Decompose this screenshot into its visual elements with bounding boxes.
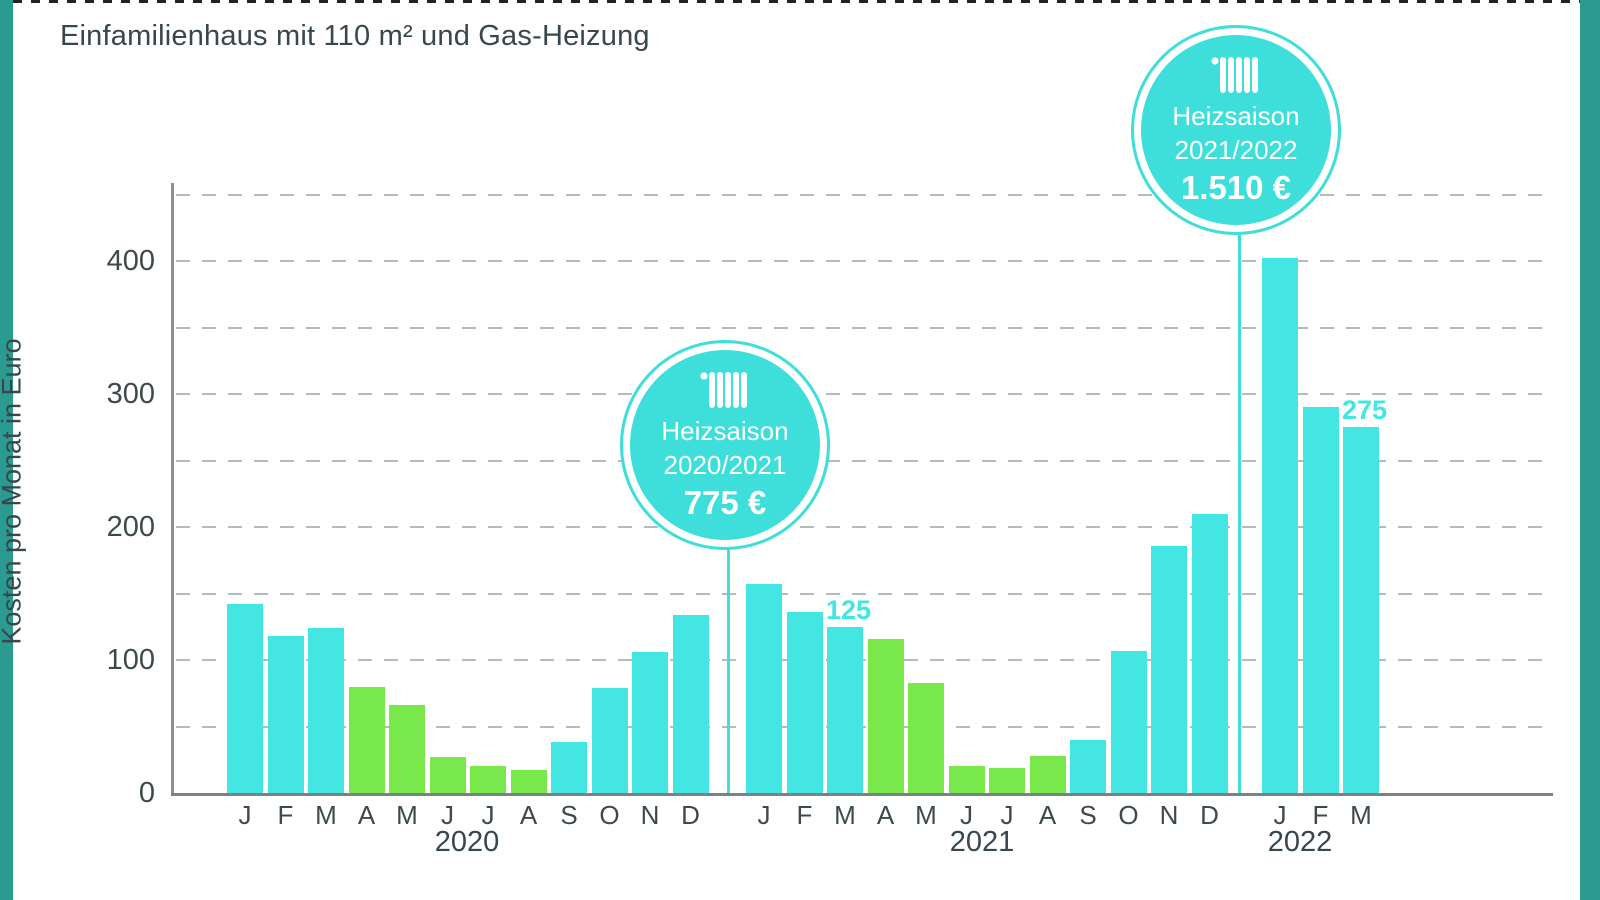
chart-title: Einfamilienhaus mit 110 m² und Gas-Heizu… — [60, 20, 650, 52]
bar-2020-2 — [267, 636, 304, 793]
month-label-2021-9: S — [1079, 800, 1097, 830]
left-accent-bar — [0, 0, 13, 900]
gridline-250 — [176, 459, 1553, 462]
bar-2021-3 — [827, 626, 863, 793]
bar-2021-4 — [867, 638, 904, 793]
month-label-2022-3: M — [1350, 800, 1372, 830]
bar-2020-11 — [632, 652, 668, 793]
y-tick-300: 300 — [106, 378, 155, 410]
heizsaison-2021-2022-badge-body: Heizsaison 2021/2022 1.510 € — [1141, 35, 1331, 225]
heizsaison-2021-2022-badge: Heizsaison 2021/2022 1.510 € — [1131, 25, 1341, 235]
bar-value-label-125: 125 — [826, 594, 872, 625]
badge-connector-1 — [1237, 130, 1241, 793]
gridline-350 — [176, 326, 1553, 329]
month-label-2021-6: J — [960, 800, 973, 830]
bar-2021-7 — [989, 767, 1025, 793]
month-label-2020-7: J — [481, 800, 495, 830]
radiator-icon — [1211, 56, 1258, 93]
month-label-2021-3: M — [834, 800, 856, 830]
top-dashed-border — [13, 0, 1580, 3]
year-label-2022: 2022 — [1267, 826, 1333, 858]
y-tick-400: 400 — [106, 245, 155, 277]
badge-connector-0 — [726, 445, 730, 793]
bar-2020-8 — [510, 770, 547, 793]
right-accent-bar — [1580, 0, 1600, 900]
gridline-300 — [176, 393, 1553, 395]
bar-2022-3 — [1343, 427, 1379, 793]
badge-season: 2020/2021 — [663, 449, 787, 480]
month-label-2021-11: N — [1159, 800, 1179, 830]
month-label-2021-4: A — [876, 800, 895, 830]
bar-2020-7 — [470, 766, 506, 793]
heizsaison-2020-2021-badge-body: Heizsaison 2020/2021 775 € — [630, 350, 820, 540]
bar-2021-1 — [746, 584, 782, 793]
month-label-2022-1: J — [1273, 800, 1287, 830]
bar-2021-12 — [1191, 513, 1228, 793]
y-tick-200: 200 — [106, 511, 155, 543]
month-label-2022-2: F — [1312, 800, 1329, 830]
y-axis-line — [171, 183, 174, 796]
bar-2021-2 — [786, 612, 823, 793]
month-label-2021-8: A — [1038, 800, 1057, 830]
bar-2020-9 — [551, 742, 587, 793]
gridline-50 — [176, 725, 1553, 728]
bar-2021-11 — [1151, 545, 1187, 793]
bar-2021-8 — [1029, 755, 1066, 793]
month-label-2020-11: N — [640, 800, 660, 830]
bar-2022-2 — [1302, 407, 1339, 793]
month-label-2021-12: D — [1200, 800, 1219, 830]
bar-2020-5 — [389, 705, 425, 793]
year-label-2020: 2020 — [434, 826, 500, 858]
bar-2020-6 — [429, 757, 466, 793]
y-tick-0: 0 — [138, 777, 155, 809]
y-axis-title: Kosten pro Monat in Euro — [0, 338, 27, 645]
bar-2020-10 — [591, 687, 628, 793]
year-label-2021: 2021 — [949, 826, 1015, 858]
month-label-2020-5: M — [396, 800, 418, 830]
bar-2021-5 — [908, 682, 944, 793]
month-label-2020-1: J — [238, 800, 252, 830]
badge-season: 2021/2022 — [1174, 134, 1298, 165]
x-axis-line — [171, 793, 1553, 796]
bar-value-label-275: 275 — [1342, 395, 1388, 426]
month-label-2020-9: S — [560, 800, 578, 830]
month-label-2020-10: O — [599, 800, 620, 830]
bar-2020-3 — [308, 628, 344, 793]
month-label-2021-1: J — [757, 800, 771, 830]
month-label-2020-2: F — [277, 800, 294, 830]
month-label-2020-8: A — [519, 800, 538, 830]
bar-2021-10 — [1110, 650, 1147, 793]
badge-amount: 775 € — [683, 483, 767, 521]
badge-label: Heizsaison — [661, 415, 789, 446]
badge-amount: 1.510 € — [1180, 168, 1292, 206]
bar-2022-1 — [1262, 258, 1298, 793]
radiator-icon — [700, 371, 747, 408]
month-label-2020-3: M — [315, 800, 337, 830]
month-label-2021-2: F — [796, 800, 813, 830]
bar-2020-1 — [227, 604, 263, 793]
month-label-2021-10: O — [1118, 800, 1139, 830]
bar-2021-6 — [948, 766, 985, 793]
gridline-150 — [176, 592, 1553, 595]
gridline-200 — [176, 526, 1553, 528]
month-label-2021-5: M — [915, 800, 937, 830]
month-label-2020-6: J — [441, 800, 454, 830]
bar-2021-9 — [1070, 739, 1106, 793]
bar-2020-4 — [348, 686, 385, 793]
gridline-100 — [176, 659, 1553, 661]
month-label-2021-7: J — [1000, 800, 1014, 830]
heizsaison-2020-2021-badge: Heizsaison 2020/2021 775 € — [620, 340, 830, 550]
gridline-450 — [176, 193, 1553, 196]
bar-2020-12 — [672, 614, 709, 793]
month-label-2020-12: D — [681, 800, 700, 830]
month-label-2020-4: A — [357, 800, 376, 830]
y-tick-100: 100 — [106, 644, 155, 676]
gridline-400 — [176, 260, 1553, 262]
badge-label: Heizsaison — [1172, 100, 1300, 131]
